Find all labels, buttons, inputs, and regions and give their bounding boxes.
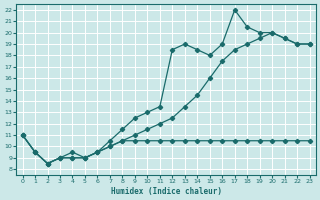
X-axis label: Humidex (Indice chaleur): Humidex (Indice chaleur) (111, 187, 221, 196)
